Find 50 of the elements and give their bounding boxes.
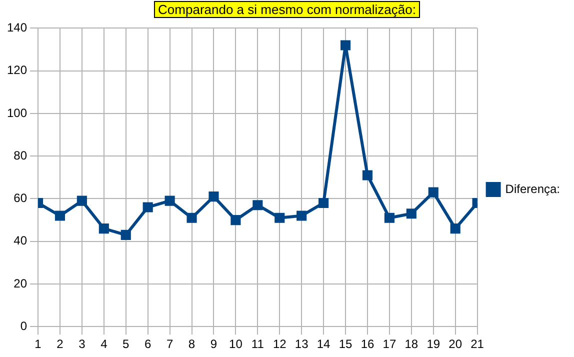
point	[406, 208, 416, 219]
x-tick-label: 14	[316, 337, 331, 352]
x-tick-label: 1	[34, 337, 42, 352]
point	[120, 230, 131, 240]
x-tick-label: 12	[272, 337, 287, 352]
x-tick-label: 2	[56, 337, 64, 352]
y-tick-label: 120	[6, 63, 28, 78]
x-tick-label: 15	[338, 337, 353, 352]
x-tick-label: 8	[188, 337, 196, 352]
x-tick-label: 10	[229, 337, 243, 352]
point	[186, 212, 197, 223]
point	[296, 210, 307, 221]
x-tick-label: 6	[144, 337, 152, 352]
x-tick-label: 21	[470, 337, 484, 352]
point	[208, 192, 219, 202]
x-tick-label: 18	[404, 337, 418, 352]
y-tick-label: 80	[14, 148, 28, 162]
point	[164, 196, 175, 206]
point	[274, 212, 285, 223]
chart-title: Comparando a si mesmo com normalização:	[154, 1, 420, 18]
point	[384, 212, 394, 223]
x-tick-label: 17	[382, 337, 396, 352]
point	[450, 224, 460, 234]
x-tick-label: 19	[426, 337, 440, 352]
x-tick-label: 9	[210, 337, 218, 352]
y-tick-label: 60	[14, 191, 28, 206]
point	[54, 210, 66, 221]
x-tick-label: 11	[251, 337, 264, 352]
y-tick-label: 20	[14, 276, 28, 290]
point	[318, 198, 329, 208]
y-tick-label: 100	[6, 106, 28, 120]
point	[362, 170, 373, 180]
y-tick-label: 0	[20, 318, 28, 333]
legend-label: Diferença:	[505, 182, 560, 196]
y-tick-label: 40	[14, 234, 28, 248]
x-tick-label: 4	[100, 337, 108, 352]
point	[252, 200, 263, 210]
x-tick-label: 5	[122, 337, 130, 352]
point	[340, 40, 351, 50]
x-tick-label: 7	[166, 337, 174, 352]
point	[76, 196, 87, 206]
y-tick-label: 140	[6, 20, 28, 35]
point	[428, 187, 438, 198]
point	[98, 224, 109, 234]
x-tick-label: 13	[294, 337, 309, 352]
x-tick-label: 16	[360, 337, 374, 352]
x-tick-label: 3	[78, 337, 86, 352]
x-tick-label: 20	[448, 337, 462, 352]
point	[142, 202, 153, 212]
point	[230, 214, 241, 226]
